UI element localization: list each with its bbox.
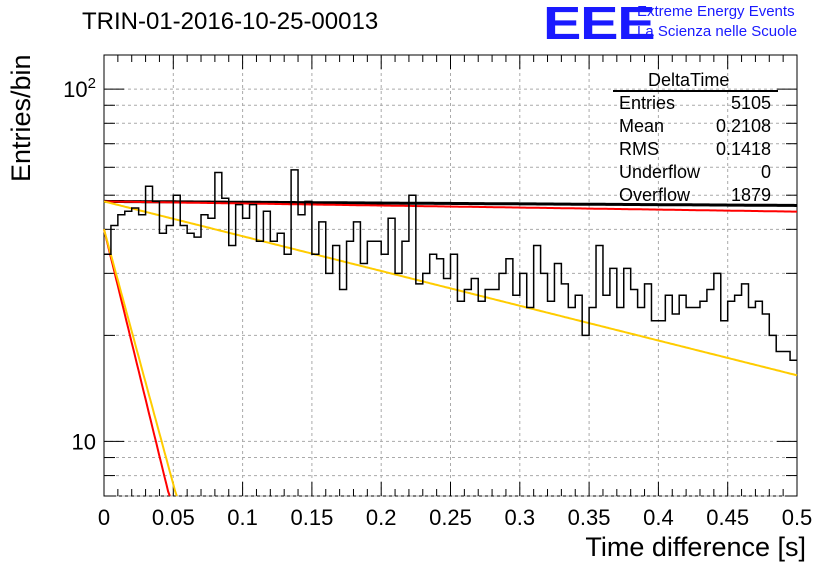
x-tick-label: 0.35 [568, 505, 611, 530]
stats-title: DeltaTime [648, 70, 730, 90]
curve-component-2 [103, 200, 798, 377]
stat-value: 5105 [730, 93, 771, 113]
stat-value: 0 [760, 162, 771, 182]
curve-component-3 [103, 229, 171, 497]
y-tick-label: 102 [63, 75, 96, 102]
x-tick-label: 0.1 [227, 505, 258, 530]
stat-value: 0.2108 [715, 116, 771, 136]
curve-component-4 [103, 229, 178, 497]
stat-row-underflow: Underflow 0 [619, 162, 771, 183]
stat-label: Underflow [619, 162, 701, 182]
y-axis-label: Entries/bin [6, 54, 36, 182]
curve-component-1 [103, 200, 797, 213]
x-axis-label: Time difference [s] [585, 532, 806, 562]
x-tick-labels: 0 0.05 0.1 0.15 0.2 0.25 0.3 0.35 0.4 0.45 0.5 [98, 505, 812, 530]
grid [104, 55, 797, 497]
x-tick-label: 0.5 [782, 505, 813, 530]
plot-title: TRIN-01-2016-10-25-00013 [82, 8, 379, 35]
stat-label: Entries [619, 93, 676, 113]
x-tick-label: 0.2 [366, 505, 397, 530]
eee-logo: EEE [543, 0, 656, 49]
x-tick-label: 0.15 [290, 505, 333, 530]
stat-label: Overflow [619, 185, 691, 205]
x-tick-label: 0.45 [706, 505, 749, 530]
stat-row-mean: Mean 0.2108 [619, 116, 771, 137]
stat-row-overflow: Overflow 1879 [619, 185, 771, 206]
y-tick-labels: 10 102 [63, 75, 96, 454]
stat-value: 1879 [730, 185, 771, 205]
stat-row-entries: Entries 5105 [619, 93, 771, 114]
stat-row-rms: RMS 0.1418 [619, 139, 771, 160]
x-tick-label: 0.4 [643, 505, 674, 530]
histogram-line [104, 169, 797, 361]
x-tick-label: 0.05 [152, 505, 195, 530]
stat-label: RMS [619, 139, 659, 159]
fit-curves [103, 199, 798, 497]
logo-line-1: Extreme Energy Events [637, 3, 795, 20]
y-tick-label: 10 [72, 429, 96, 454]
stat-label: Mean [619, 116, 665, 136]
x-tick-label: 0 [98, 505, 110, 530]
x-tick-label: 0.25 [429, 505, 472, 530]
logo-line-2: La Scienza nelle Scuole [637, 23, 798, 40]
x-tick-label: 0.3 [505, 505, 536, 530]
stat-value: 0.1418 [715, 139, 771, 159]
axis-ticks [103, 55, 798, 497]
